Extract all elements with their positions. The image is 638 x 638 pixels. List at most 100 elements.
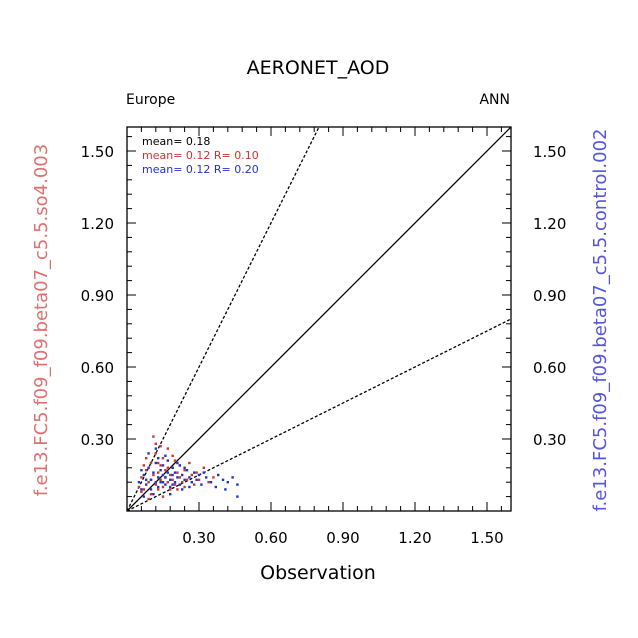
scatter-point-series1 — [149, 461, 153, 465]
y-tick-label-left: 0.90 — [81, 287, 114, 305]
scatter-point-series2 — [149, 488, 153, 491]
scatter-point-series2 — [181, 473, 184, 477]
scatter-point-series1 — [176, 471, 179, 474]
scatter-point-series1 — [140, 490, 143, 493]
scatter-point-series2 — [161, 473, 165, 477]
scatter-point-series2 — [164, 454, 167, 457]
scatter-point-series2 — [190, 481, 193, 484]
scatter-point-series2 — [169, 485, 172, 489]
scatter-point-series1 — [152, 473, 155, 477]
scatter-point-series1 — [171, 478, 174, 481]
scatter-point-series2 — [169, 493, 172, 496]
scatter-point-series1 — [137, 485, 141, 489]
scatter-point-series1 — [169, 473, 172, 477]
scatter-point-series2 — [142, 473, 145, 477]
scatter-point-series1 — [190, 473, 193, 477]
scatter-point-series1 — [157, 488, 160, 491]
region-label: Europe — [126, 92, 175, 108]
scatter-point-series2 — [173, 481, 177, 484]
scatter-point-series2 — [166, 459, 169, 462]
y-tick-label-left: 1.20 — [81, 215, 114, 233]
scatter-point-series1 — [169, 488, 172, 491]
scatter-point-series2 — [137, 481, 141, 484]
dashed-ratio-line-1 — [127, 127, 320, 511]
scatter-point-series2 — [171, 466, 174, 469]
scatter-point-series1 — [166, 466, 169, 469]
stat-obs-mean: mean= 0.18 — [142, 135, 210, 148]
scatter-point-series2 — [164, 483, 167, 486]
scatter-point-series2 — [145, 483, 148, 486]
scatter-point-series1 — [185, 478, 189, 481]
scatter-point-series2 — [197, 473, 201, 477]
scatter-point-series2 — [159, 481, 162, 484]
scatter-point-series1 — [166, 481, 169, 484]
scatter-point-series2 — [147, 466, 150, 469]
y-tick-label-left: 1.50 — [81, 143, 114, 161]
scatter-point-series2 — [157, 476, 160, 479]
scatter-point-series1 — [202, 466, 205, 469]
period-label: ANN — [479, 92, 510, 108]
scatter-point-series1 — [154, 442, 157, 445]
y-tick-label-right: 1.50 — [533, 143, 566, 161]
scatter-point-series2 — [183, 466, 186, 469]
scatter-point-series1 — [157, 461, 160, 465]
scatter-point-series2 — [152, 493, 155, 496]
scatter-point-series1 — [193, 483, 196, 486]
scatter-point-series2 — [185, 469, 189, 472]
scatter-point-series2 — [188, 476, 191, 479]
y-tick-label-right: 0.60 — [533, 359, 566, 377]
scatter-point-series1 — [157, 471, 160, 474]
scatter-point-series1 — [145, 457, 148, 460]
scatter-point-series1 — [171, 454, 174, 457]
scatter-point-series2 — [188, 485, 191, 489]
scatter-point-series2 — [166, 471, 169, 474]
y-axis-label-right: f.e13.FC5.f09_f09.beta07_c5.5.control.00… — [590, 129, 611, 512]
scatter-point-series1 — [183, 485, 186, 489]
scatter-point-series1 — [195, 471, 198, 474]
scatter-point-series1 — [212, 476, 215, 479]
scatter-point-series2 — [231, 476, 234, 479]
scatter-point-series2 — [140, 488, 143, 491]
scatter-point-series2 — [157, 457, 160, 460]
y-tick-label-right: 0.30 — [533, 431, 566, 449]
x-tick-label: 0.60 — [254, 529, 287, 547]
scatter-point-series2 — [224, 488, 227, 491]
scatter-point-series1 — [152, 435, 155, 438]
scatter-point-series2 — [161, 464, 165, 467]
scatter-point-series2 — [193, 471, 196, 474]
plot-frame — [126, 126, 512, 512]
chart-title: AERONET_AOD — [247, 57, 390, 79]
scatter-point-series2 — [145, 478, 148, 481]
scatter-point-series2 — [176, 461, 179, 465]
x-tick-label: 1.20 — [398, 529, 431, 547]
y-tick-label-right: 1.20 — [533, 215, 566, 233]
x-tick-label: 1.50 — [470, 529, 503, 547]
scatter-point-series1 — [154, 483, 157, 486]
scatter-point-series1 — [154, 452, 157, 455]
scatter-point-series2 — [171, 473, 174, 477]
scatter-point-series2 — [147, 452, 150, 455]
y-axis-label-left: f.e13.FC5.f09_f09.beta07_c5.5.so4.003 — [31, 144, 52, 496]
scatter-point-series1 — [145, 469, 148, 472]
scatter-point-series1 — [188, 461, 191, 465]
one-to-one-line — [127, 127, 511, 511]
scatter-point-series2 — [200, 483, 203, 486]
stat-series2: mean= 0.12 R= 0.20 — [142, 163, 259, 176]
scatter-point-series2 — [154, 447, 157, 450]
y-tick-label-left: 0.30 — [81, 431, 114, 449]
scatter-point-series1 — [176, 488, 179, 491]
y-tick-label-right: 0.90 — [533, 287, 566, 305]
scatter-point-series2 — [209, 481, 213, 484]
scatter-point-series2 — [195, 478, 198, 481]
y-tick-label-left: 0.60 — [81, 359, 114, 377]
x-axis-label: Observation — [260, 562, 376, 584]
scatter-point-series1 — [142, 464, 145, 467]
scatter-point-series2 — [236, 483, 239, 486]
scatter-point-series2 — [140, 469, 143, 472]
scatter-point-series1 — [161, 485, 165, 489]
x-tick-label: 0.30 — [182, 529, 215, 547]
scatter-point-series1 — [161, 457, 165, 460]
scatter-point-series2 — [226, 481, 229, 484]
scatter-point-series2 — [154, 461, 157, 465]
scatter-point-series2 — [149, 478, 153, 481]
